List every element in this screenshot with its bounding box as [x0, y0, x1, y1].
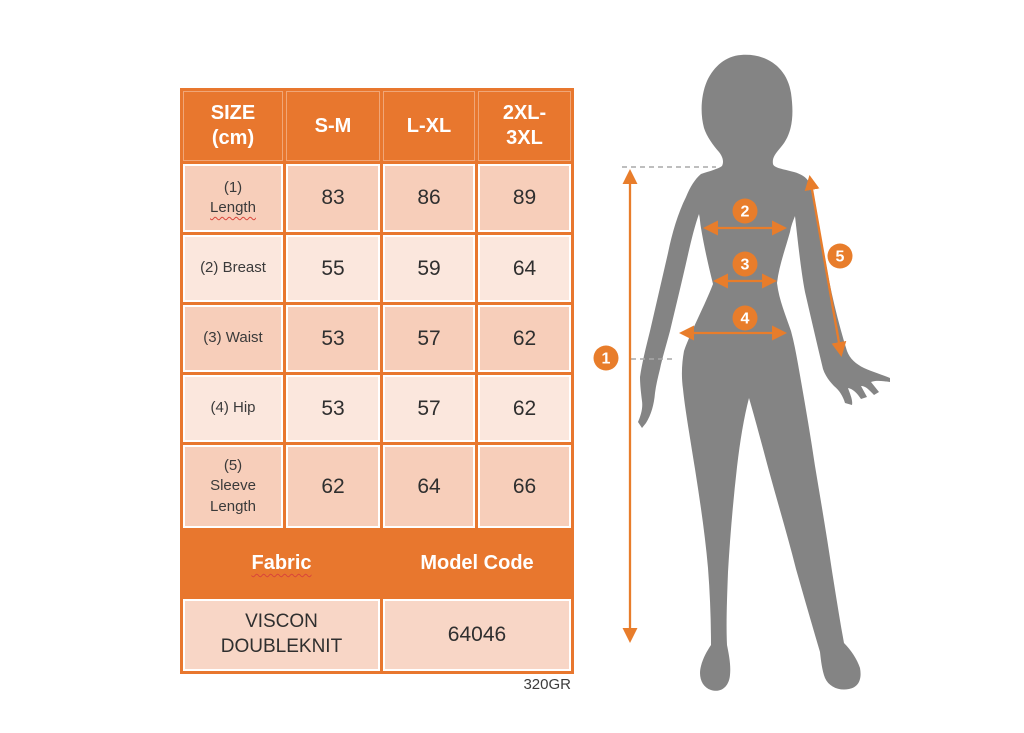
column-label-sm: S-M	[314, 114, 352, 137]
row-label-line: (5)	[223, 457, 243, 475]
column-header-lxl: L-XL	[380, 88, 478, 164]
waist-value-lxl: 57	[380, 302, 478, 375]
length-value-lxl: 86	[380, 161, 478, 235]
marker-badge-3: 3	[732, 251, 758, 277]
marker-badge-5: 5	[827, 243, 853, 269]
length-value-2xl3xl: 89	[475, 161, 574, 235]
sleeve-arrow	[804, 175, 847, 357]
marker-2-label: 2	[741, 204, 750, 221]
size-table-header-row: SIZE (cm) S-M L-XL 2XL-3XL	[180, 88, 574, 164]
table-row-waist: (3) Waist 53 57 62	[180, 302, 574, 375]
fabric-header-label: Fabric	[251, 552, 312, 574]
marker-5-label: 5	[836, 249, 845, 266]
row-label-breast: (2) Breast	[180, 232, 286, 305]
row-label-sleeve-length: (5) Sleeve Length	[180, 442, 286, 531]
size-unit-label: SIZE (cm)	[210, 102, 256, 149]
model-code-header-label: Model Code	[420, 552, 534, 574]
fabric-value-cell: VISCON DOUBLEKNIT	[180, 596, 383, 674]
row-label-waist: (3) Waist	[180, 302, 286, 375]
weight-note: 320GR	[523, 676, 571, 693]
breast-value-lxl: 59	[380, 232, 478, 305]
length-value-sm: 83	[283, 161, 383, 235]
sleeve-value-2xl3xl: 66	[475, 442, 574, 531]
row-label-line: (3) Waist	[203, 329, 263, 347]
hip-value-2xl3xl: 62	[475, 372, 574, 445]
marker-badge-2: 2	[732, 198, 758, 224]
table-row-footer-values: VISCON DOUBLEKNIT 64046	[180, 596, 574, 674]
hip-value-sm: 53	[283, 372, 383, 445]
row-label-length: (1) Length	[180, 161, 286, 235]
breast-value-sm: 55	[283, 232, 383, 305]
marker-badge-4: 4	[732, 305, 758, 331]
row-label-line: Sleeve	[210, 477, 256, 495]
size-table: SIZE (cm) S-M L-XL 2XL-3XL (1) Length 83…	[180, 88, 574, 674]
fabric-value: VISCON DOUBLEKNIT	[220, 611, 343, 657]
column-label-2xl3xl: 2XL-3XL	[502, 102, 547, 149]
row-label-line: Length	[210, 199, 256, 216]
row-label-line: Length	[210, 497, 256, 515]
table-row-sleeve-length: (5) Sleeve Length 62 64 66	[180, 442, 574, 531]
breast-value-2xl3xl: 64	[475, 232, 574, 305]
marker-badge-1: 1	[593, 345, 619, 371]
row-label-line: (4) Hip	[210, 399, 256, 417]
waist-value-sm: 53	[283, 302, 383, 375]
column-label-lxl: L-XL	[406, 114, 452, 137]
sleeve-value-lxl: 64	[380, 442, 478, 531]
fabric-header-cell: Fabric	[180, 528, 383, 599]
column-header-sm: S-M	[283, 88, 383, 164]
model-code-value-cell: 64046	[380, 596, 574, 674]
row-label-line: (2) Breast	[200, 259, 266, 277]
row-label-hip: (4) Hip	[180, 372, 286, 445]
waist-value-2xl3xl: 62	[475, 302, 574, 375]
marker-1-label: 1	[602, 351, 611, 368]
marker-4-label: 4	[741, 311, 750, 328]
row-label-line: (1)	[223, 178, 243, 196]
column-header-2xl3xl: 2XL-3XL	[475, 88, 574, 164]
size-unit-header: SIZE (cm)	[180, 88, 286, 164]
marker-3-label: 3	[741, 257, 750, 274]
table-row-footer-header: Fabric Model Code	[180, 528, 574, 599]
model-code-header-cell: Model Code	[380, 528, 574, 599]
table-row-length: (1) Length 83 86 89	[180, 161, 574, 235]
sleeve-value-sm: 62	[283, 442, 383, 531]
woman-silhouette	[638, 54, 890, 691]
table-row-breast: (2) Breast 55 59 64	[180, 232, 574, 305]
hip-value-lxl: 57	[380, 372, 478, 445]
table-row-hip: (4) Hip 53 57 62	[180, 372, 574, 445]
